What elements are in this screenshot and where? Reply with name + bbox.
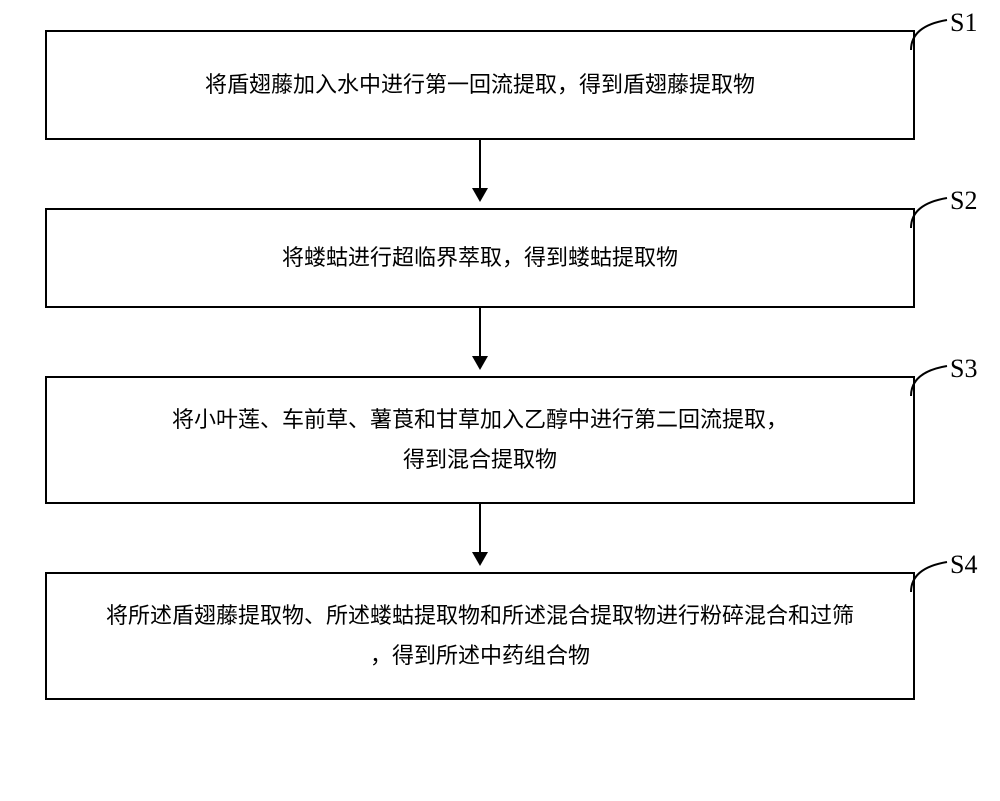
- arrow-s3-to-s4: [470, 504, 490, 572]
- box-line: ，得到所述中药组合物: [370, 636, 590, 676]
- box-line: 将所述盾翅藤提取物、所述蝼蛄提取物和所述混合提取物进行粉碎混合和过筛: [106, 596, 854, 636]
- box-line: 得到混合提取物: [403, 440, 557, 480]
- box-s4: 将所述盾翅藤提取物、所述蝼蛄提取物和所述混合提取物进行粉碎混合和过筛，得到所述中…: [45, 572, 915, 700]
- curve-s1: [907, 16, 967, 56]
- step-s3: 将小叶莲、车前草、薯莨和甘草加入乙醇中进行第二回流提取，得到混合提取物S3: [45, 376, 915, 504]
- step-s2: 将蝼蛄进行超临界萃取，得到蝼蛄提取物S2: [45, 208, 915, 308]
- curve-s4: [907, 558, 967, 598]
- curve-s2: [907, 194, 967, 234]
- box-line: 将小叶莲、车前草、薯莨和甘草加入乙醇中进行第二回流提取，: [172, 400, 788, 440]
- box-s1: 将盾翅藤加入水中进行第一回流提取，得到盾翅藤提取物: [45, 30, 915, 140]
- step-s1: 将盾翅藤加入水中进行第一回流提取，得到盾翅藤提取物S1: [45, 30, 915, 140]
- box-line: 将蝼蛄进行超临界萃取，得到蝼蛄提取物: [282, 238, 678, 278]
- curve-s3: [907, 362, 967, 402]
- arrow-s1-to-s2: [470, 140, 490, 208]
- step-s4: 将所述盾翅藤提取物、所述蝼蛄提取物和所述混合提取物进行粉碎混合和过筛，得到所述中…: [45, 572, 915, 700]
- arrow-s2-to-s3: [470, 308, 490, 376]
- box-s2: 将蝼蛄进行超临界萃取，得到蝼蛄提取物: [45, 208, 915, 308]
- box-s3: 将小叶莲、车前草、薯莨和甘草加入乙醇中进行第二回流提取，得到混合提取物: [45, 376, 915, 504]
- box-line: 将盾翅藤加入水中进行第一回流提取，得到盾翅藤提取物: [205, 65, 755, 105]
